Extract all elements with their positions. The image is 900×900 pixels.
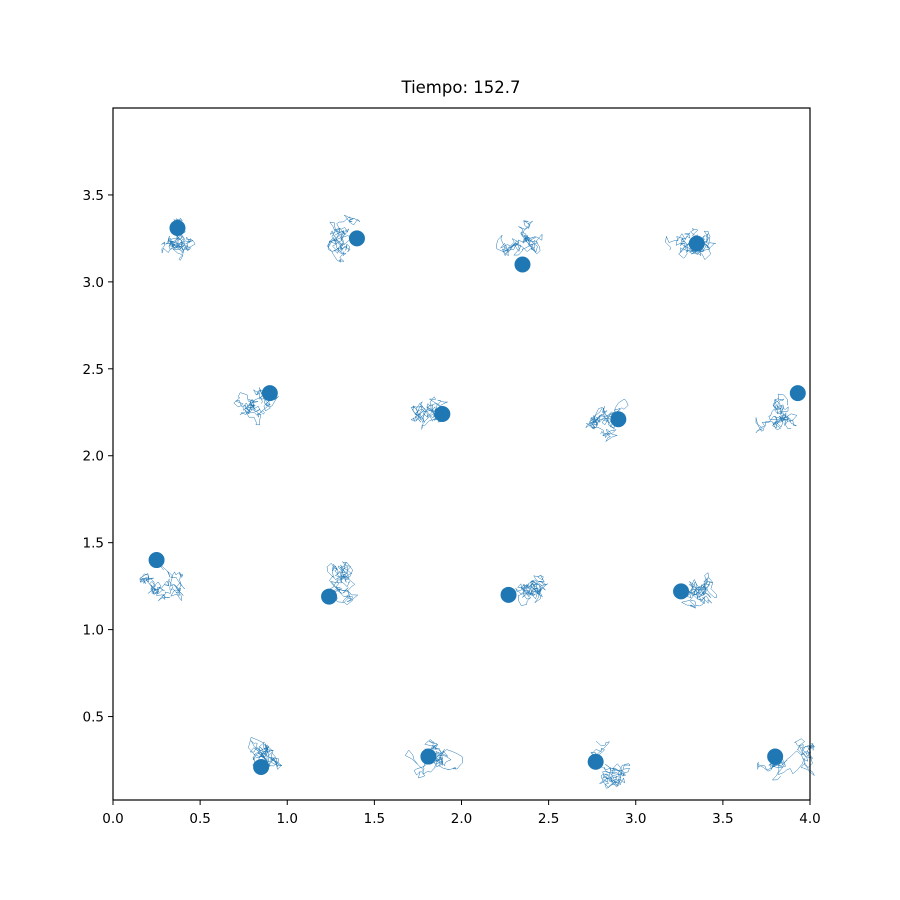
particle-point-12 bbox=[673, 583, 690, 600]
y-tick-label: 1.5 bbox=[83, 536, 104, 552]
chart-title: Tiempo: 152.7 bbox=[401, 78, 521, 97]
particle-point-3 bbox=[514, 256, 531, 273]
x-tick-label: 2.0 bbox=[451, 811, 472, 827]
x-tick-label: 0.5 bbox=[189, 811, 210, 827]
x-tick-label: 3.0 bbox=[625, 811, 646, 827]
particle-point-13 bbox=[253, 758, 270, 775]
particle-point-4 bbox=[688, 235, 705, 252]
trajectory-trail-5 bbox=[233, 386, 279, 426]
trajectory-trail-13 bbox=[247, 737, 283, 770]
particle-point-9 bbox=[148, 552, 165, 569]
x-axis: 0.0 0.5 1.0 1.5 2.0 2.5 3.0 3.5 4.0 bbox=[102, 800, 821, 827]
x-tick-label: 3.5 bbox=[712, 811, 733, 827]
trajectory-trail-2 bbox=[326, 214, 361, 263]
trajectory-trail-3 bbox=[496, 220, 543, 257]
y-tick-label: 2.0 bbox=[83, 449, 104, 465]
trajectory-trail-6 bbox=[410, 396, 448, 430]
trajectory-trail-8 bbox=[755, 393, 798, 433]
x-tick-label: 2.5 bbox=[538, 811, 559, 827]
particle-point-6 bbox=[434, 406, 451, 423]
x-tick-label: 0.0 bbox=[102, 811, 123, 827]
trajectory-trail-14 bbox=[404, 739, 463, 779]
particle-point-7 bbox=[610, 411, 627, 428]
trajectory-trail-9 bbox=[139, 562, 185, 602]
y-tick-label: 3.0 bbox=[83, 275, 104, 291]
trajectory-trail-4 bbox=[665, 228, 716, 261]
x-tick-label: 1.0 bbox=[277, 811, 298, 827]
trajectory-trail-12 bbox=[680, 572, 718, 609]
y-axis: 0.5 1.0 1.5 2.0 2.5 3.0 3.5 bbox=[83, 188, 113, 726]
trajectory-trail-10 bbox=[326, 561, 359, 606]
y-tick-label: 2.5 bbox=[83, 362, 104, 378]
trajectory-trail-11 bbox=[515, 575, 548, 606]
trajectory-trail-1 bbox=[161, 217, 196, 262]
particle-point-1 bbox=[169, 219, 186, 236]
y-tick-label: 1.0 bbox=[83, 623, 104, 639]
plot-frame bbox=[112, 107, 811, 801]
particle-point-16 bbox=[767, 748, 784, 765]
particle-point-5 bbox=[261, 385, 278, 402]
particle-point-11 bbox=[500, 586, 517, 603]
y-tick-label: 3.5 bbox=[83, 188, 104, 204]
y-tick-label: 0.5 bbox=[83, 710, 104, 726]
x-tick-label: 4.0 bbox=[799, 811, 820, 827]
particle-point-10 bbox=[321, 588, 338, 605]
trajectory-layer bbox=[139, 214, 815, 789]
x-tick-label: 1.5 bbox=[364, 811, 385, 827]
particle-point-14 bbox=[420, 748, 437, 765]
trajectory-trail-7 bbox=[585, 398, 629, 442]
trajectory-trail-16 bbox=[757, 738, 815, 781]
particle-point-8 bbox=[789, 385, 806, 402]
particle-point-15 bbox=[587, 753, 604, 770]
point-layer bbox=[148, 219, 806, 775]
particle-point-2 bbox=[348, 230, 365, 247]
